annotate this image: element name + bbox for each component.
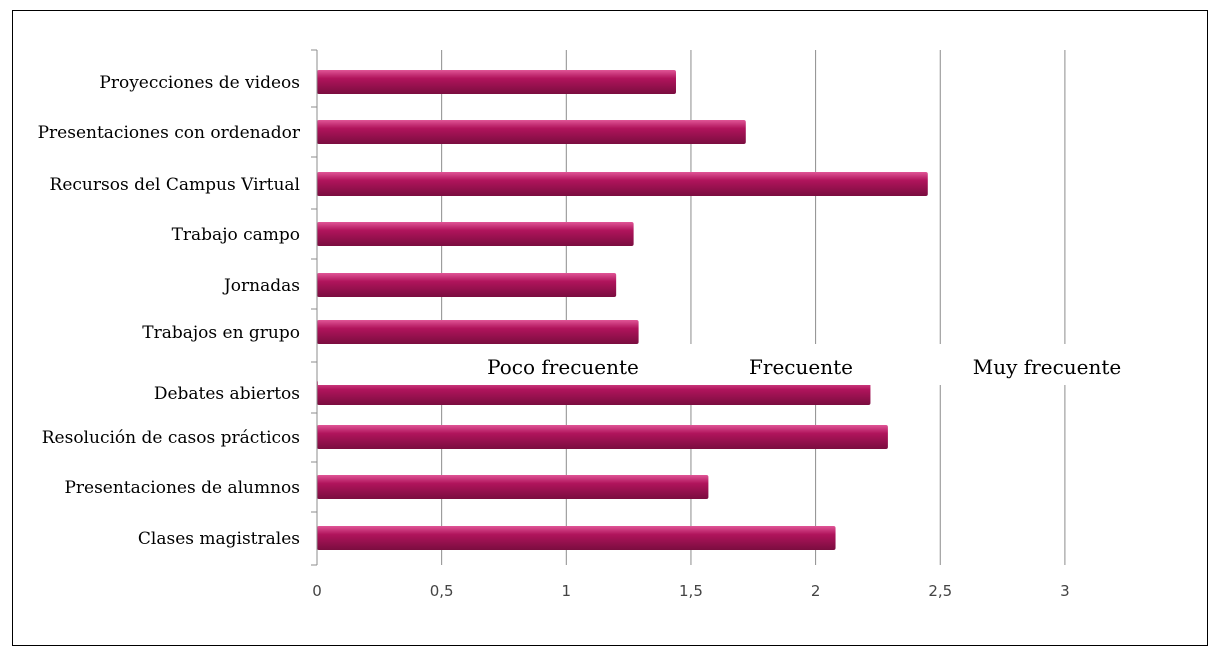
category-label: Trabajos en grupo <box>142 323 300 343</box>
tick-label: 2,5 <box>928 582 952 600</box>
tick-label: 0,5 <box>430 582 454 600</box>
bar <box>317 172 928 196</box>
bar <box>317 222 634 246</box>
bar <box>317 526 836 550</box>
category-label: Debates abiertos <box>154 384 300 404</box>
band-label-frecuente: Frecuente <box>749 355 853 379</box>
bar <box>317 273 617 297</box>
bar <box>317 320 639 344</box>
bar <box>317 381 871 405</box>
category-label: Jornadas <box>222 276 300 296</box>
bar <box>317 120 746 144</box>
bars <box>317 70 928 550</box>
band-label-poco: Poco frecuente <box>487 355 639 379</box>
category-label: Presentaciones de alumnos <box>64 478 300 498</box>
category-label: Resolución de casos prácticos <box>42 428 300 448</box>
tick-label: 1,5 <box>679 582 703 600</box>
band-labels: Poco frecuente Frecuente Muy frecuente <box>318 344 1198 385</box>
tick-label: 1 <box>562 582 572 600</box>
band-label-background <box>318 344 1198 385</box>
band-label-muy: Muy frecuente <box>973 355 1122 379</box>
bar <box>317 475 709 499</box>
axes <box>311 49 318 566</box>
category-label: Presentaciones con ordenador <box>38 123 301 143</box>
tick-label: 3 <box>1060 582 1070 600</box>
category-label: Clases magistrales <box>138 529 300 549</box>
category-labels: Proyecciones de videos Presentaciones con… <box>38 73 301 549</box>
bar <box>317 70 676 94</box>
tick-label: 0 <box>312 582 322 600</box>
category-label: Trabajo campo <box>172 225 300 245</box>
tick-label: 2 <box>811 582 821 600</box>
category-label: Recursos del Campus Virtual <box>50 175 300 195</box>
category-label: Proyecciones de videos <box>99 73 300 93</box>
bar <box>317 425 888 449</box>
tick-labels: 0 0,5 1 1,5 2 2,5 3 <box>312 582 1069 600</box>
